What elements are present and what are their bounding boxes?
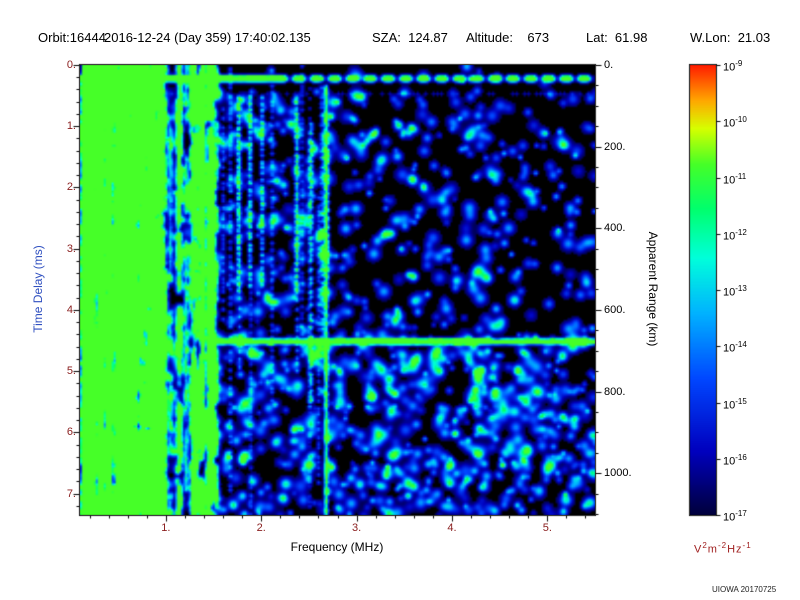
x-axis-title: Frequency (MHz) [290,540,384,554]
unit-m: m [707,543,718,556]
colorbar-unit-label: V2m-2Hz-1 [694,541,752,556]
unit-v-exp: 2 [702,541,708,550]
unit-v: V [694,543,703,556]
unit-hz: Hz [727,543,743,556]
unit-m-exp: -2 [717,541,728,550]
y2-axis-title: Apparent Range (km) [646,231,660,347]
credit-stamp: UIOWA 20170725 [712,585,777,594]
unit-hz-exp: -1 [742,541,752,550]
y-axis-title: Time Delay (ms) [31,245,45,333]
